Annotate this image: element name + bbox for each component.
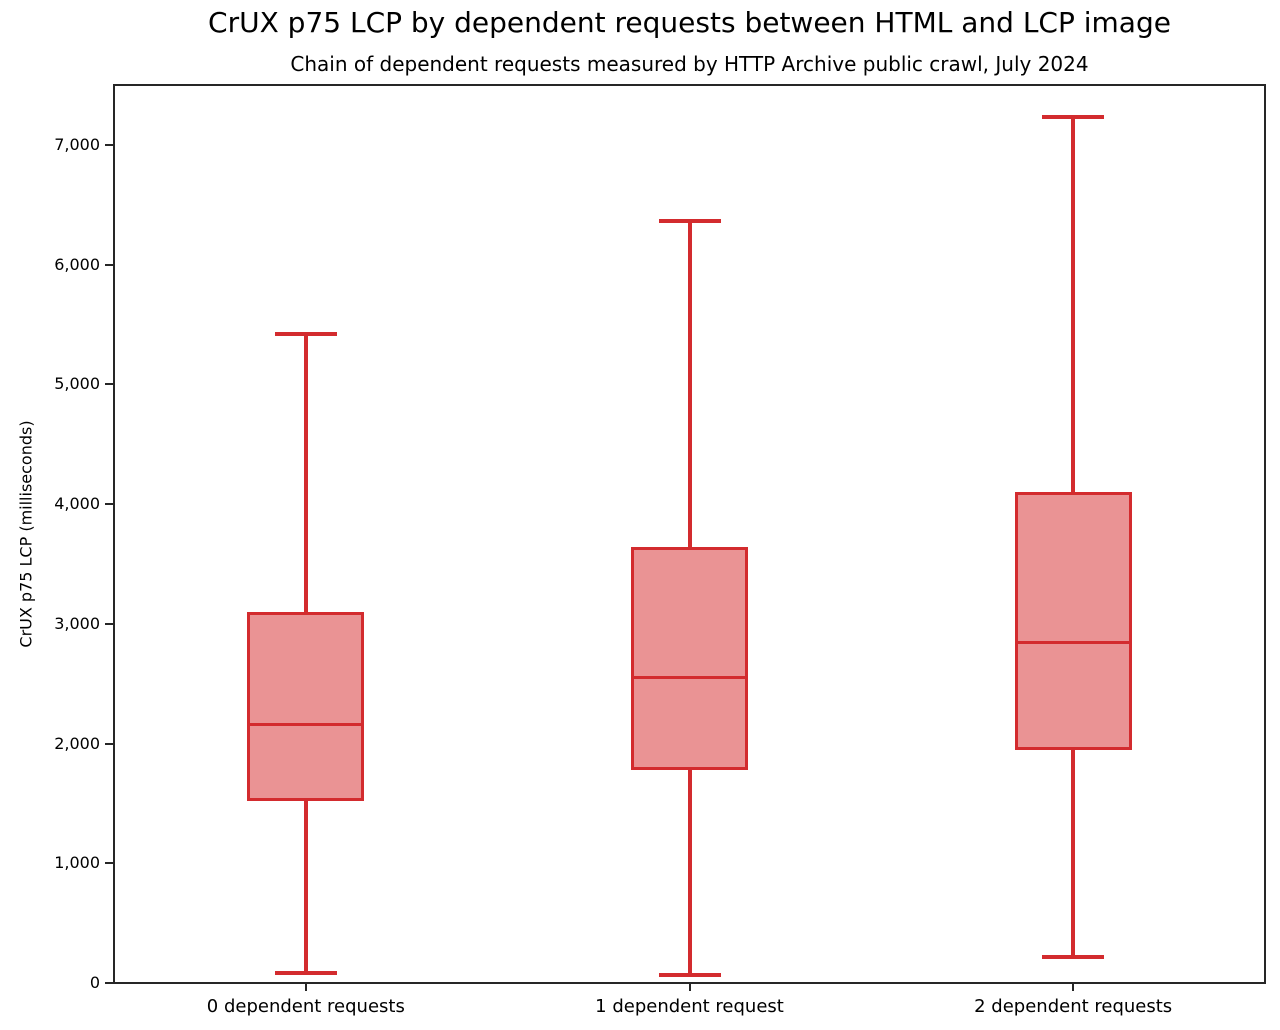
boxplot-layer	[114, 85, 1265, 983]
box-group-0	[114, 85, 1265, 983]
box-group-2	[114, 85, 1265, 983]
y-tick-label: 7,000	[54, 134, 100, 154]
median-line	[1014, 641, 1132, 645]
y-tick-mark	[105, 742, 114, 745]
chart-title: CrUX p75 LCP by dependent requests betwe…	[208, 6, 1171, 39]
y-tick-label: 3,000	[54, 613, 100, 633]
upper-whisker-line	[303, 334, 308, 613]
y-tick-mark	[105, 383, 114, 386]
lower-whisker-cap	[1042, 955, 1105, 960]
x-tick-mark	[688, 983, 691, 991]
lower-whisker-line	[1071, 748, 1076, 958]
x-tick-mark	[304, 983, 307, 991]
y-tick-label: 2,000	[54, 733, 100, 753]
y-tick-mark	[105, 982, 114, 984]
box-group-1	[114, 85, 1265, 983]
y-tick-mark	[105, 503, 114, 506]
upper-whisker-cap	[274, 332, 337, 337]
y-tick-mark	[105, 143, 114, 146]
y-tick-label: 0	[89, 973, 100, 992]
y-tick-mark	[105, 862, 114, 865]
iqr-box	[247, 611, 365, 802]
y-tick-mark	[105, 622, 114, 625]
lower-whisker-cap	[658, 973, 721, 978]
median-line	[631, 676, 748, 680]
median-line	[247, 722, 365, 726]
upper-whisker-line	[1071, 117, 1076, 494]
y-tick-mark	[105, 263, 114, 266]
lower-whisker-line	[303, 799, 308, 974]
chart-subtitle: Chain of dependent requests measured by …	[290, 52, 1089, 76]
x-tick-mark	[1072, 983, 1075, 991]
lower-whisker-cap	[274, 971, 337, 976]
iqr-box	[1014, 491, 1132, 750]
y-tick-label: 6,000	[54, 254, 100, 274]
x-tick-label: 1 dependent request	[595, 996, 784, 1017]
iqr-box	[631, 546, 748, 771]
lower-whisker-line	[687, 768, 692, 976]
y-tick-label: 5,000	[54, 374, 100, 394]
x-tick-label: 2 dependent requests	[974, 996, 1173, 1017]
y-tick-label: 4,000	[54, 494, 100, 514]
y-tick-label: 1,000	[54, 853, 100, 873]
upper-whisker-cap	[1042, 115, 1105, 120]
upper-whisker-cap	[658, 219, 721, 224]
x-tick-label: 0 dependent requests	[206, 996, 405, 1017]
upper-whisker-line	[687, 221, 692, 549]
